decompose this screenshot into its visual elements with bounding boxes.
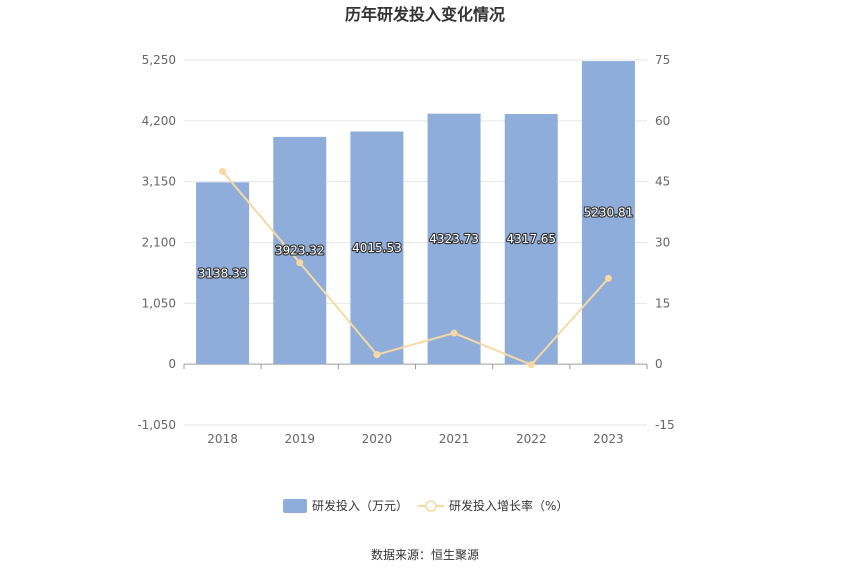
- right-y-axis: -15 0 15 30 45 60 75: [655, 53, 675, 432]
- left-tick-label: 4,200: [142, 114, 176, 128]
- x-axis: 2018 2019 2020 2021 2022 2023: [183, 364, 648, 446]
- right-tick-label: 60: [655, 114, 670, 128]
- right-tick-label: 0: [655, 357, 663, 371]
- growth-point-2023: [604, 274, 612, 282]
- growth-point-2021: [450, 329, 458, 337]
- growth-point-2018: [219, 168, 227, 176]
- left-tick-label: 0: [168, 357, 176, 371]
- x-tick-label-2020: 2020: [362, 432, 393, 446]
- bar-label-2023: 5230.81: [584, 206, 634, 220]
- bar-label-2020: 4015.53: [352, 241, 402, 255]
- growth-point-2020: [373, 351, 381, 359]
- left-tick-label: 5,250: [142, 53, 176, 67]
- legend-line-label: 研发投入增长率（%）: [449, 498, 568, 513]
- left-tick-label: -1,050: [137, 418, 176, 432]
- bar-2020: [350, 131, 404, 365]
- left-tick-label: 2,100: [142, 236, 176, 250]
- source-note: 数据来源：恒生聚源: [371, 547, 479, 562]
- legend-bar-swatch: [283, 499, 307, 513]
- x-tick-label-2018: 2018: [207, 432, 238, 446]
- left-y-axis: -1,050 0 1,050 2,100 3,150 4,200 5,250: [137, 53, 176, 432]
- right-tick-label: 15: [655, 296, 670, 310]
- growth-point-2019: [296, 259, 304, 267]
- growth-line: [221, 170, 610, 366]
- legend-item-bar[interactable]: 研发投入（万元）: [283, 498, 408, 513]
- chart-title: 历年研发投入变化情况: [345, 5, 505, 24]
- left-tick-label: 1,050: [142, 296, 176, 310]
- right-tick-label: 30: [655, 236, 670, 250]
- x-tick-label-2021: 2021: [439, 432, 470, 446]
- bar-label-2021: 4323.73: [429, 232, 479, 246]
- right-tick-label: -15: [655, 418, 675, 432]
- bar-2021: [427, 113, 481, 365]
- bar-label-2018: 3138.33: [198, 266, 248, 280]
- x-tick-label-2023: 2023: [593, 432, 624, 446]
- bar-2022: [504, 114, 558, 365]
- bar-label-2019: 3923.32: [275, 244, 325, 258]
- x-tick-label-2019: 2019: [284, 432, 315, 446]
- grid-layer: [184, 59, 647, 426]
- legend-line-marker: [425, 500, 437, 512]
- x-tick-label-2022: 2022: [516, 432, 547, 446]
- legend-item-line[interactable]: 研发投入增长率（%）: [418, 498, 568, 513]
- bar-2019: [273, 136, 327, 365]
- bar-labels: 3138.33 3923.32 4015.53 4323.73 4317.65 5230.…: [197, 205, 635, 282]
- legend-bar-label: 研发投入（万元）: [312, 498, 408, 513]
- right-tick-label: 45: [655, 175, 670, 189]
- left-tick-label: 3,150: [142, 175, 176, 189]
- bar-2023: [581, 61, 635, 365]
- bar-series: [196, 61, 635, 365]
- line-series: [219, 168, 612, 369]
- bar-2018: [196, 182, 250, 365]
- legend: 研发投入（万元） 研发投入增长率（%）: [283, 498, 568, 513]
- right-tick-label: 75: [655, 53, 670, 67]
- bar-label-2022: 4317.65: [506, 232, 556, 246]
- growth-point-2022: [527, 361, 535, 369]
